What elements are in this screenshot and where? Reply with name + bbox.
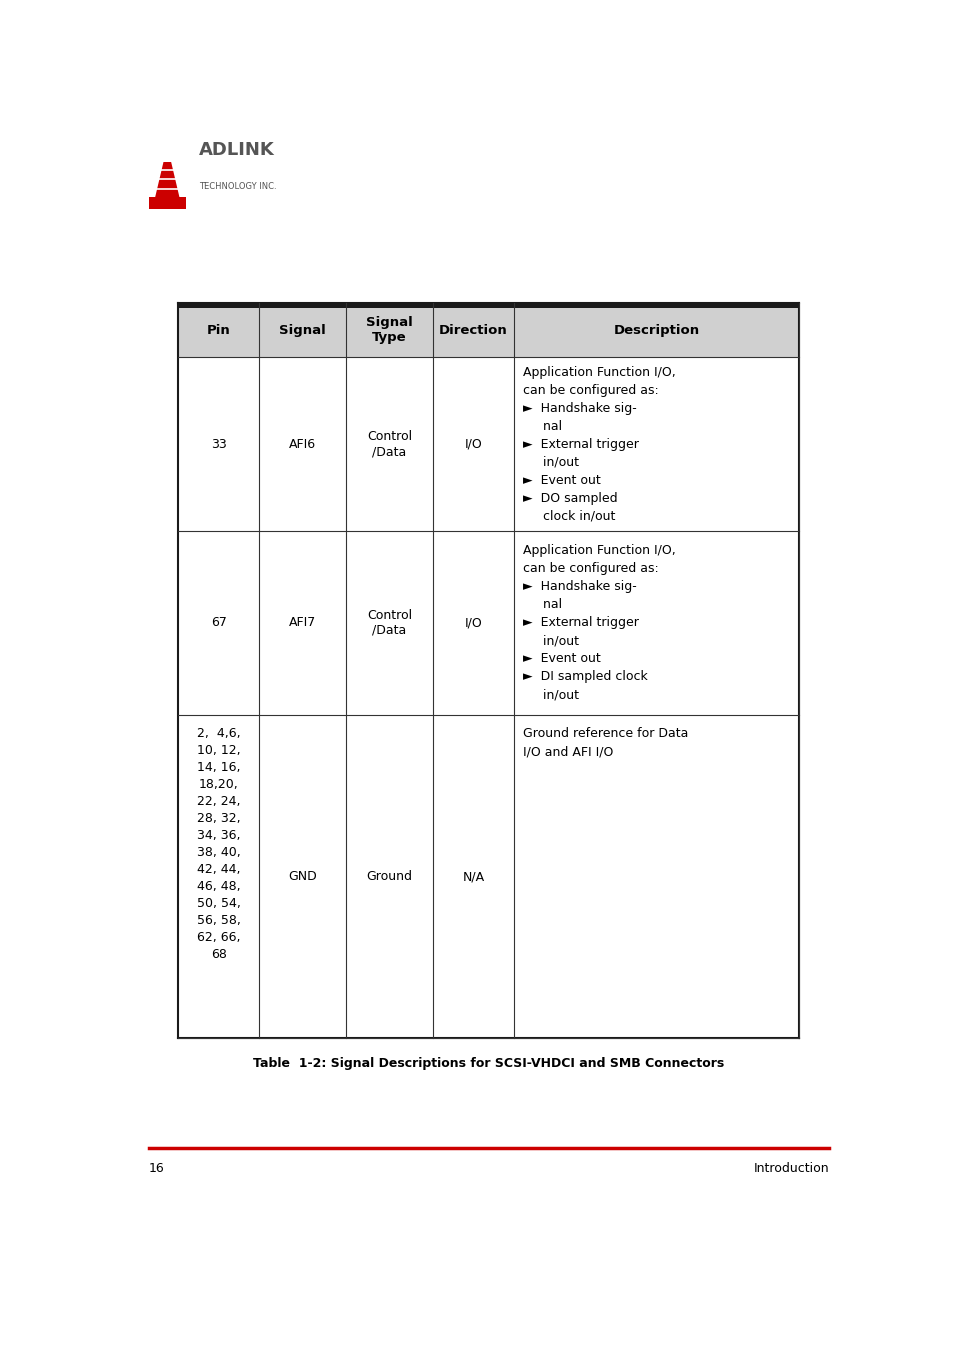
Text: 2,  4,6,
10, 12,
14, 16,
18,20,
22, 24,
28, 32,
34, 36,
38, 40,
42, 44,
46, 48,
: 2, 4,6, 10, 12, 14, 16, 18,20, 22, 24, 2… xyxy=(196,727,240,961)
Text: 16: 16 xyxy=(149,1162,165,1175)
Text: Pin: Pin xyxy=(207,324,231,337)
Text: Description: Description xyxy=(613,324,699,337)
Text: Signal
Type: Signal Type xyxy=(366,317,413,344)
Text: Introduction: Introduction xyxy=(753,1162,828,1175)
Text: Application Function I/O,
can be configured as:
►  Handshake sig-
     nal
►  Ex: Application Function I/O, can be configu… xyxy=(523,366,676,523)
Text: AFI6: AFI6 xyxy=(289,437,315,451)
Text: 33: 33 xyxy=(211,437,227,451)
Text: I/O: I/O xyxy=(464,437,482,451)
Text: Control
/Data: Control /Data xyxy=(367,609,412,636)
Text: GND: GND xyxy=(288,871,316,883)
Bar xyxy=(178,303,799,357)
Polygon shape xyxy=(164,123,171,161)
Bar xyxy=(178,715,799,1039)
Text: Table  1-2: Signal Descriptions for SCSI-VHDCI and SMB Connectors: Table 1-2: Signal Descriptions for SCSI-… xyxy=(253,1057,723,1070)
Bar xyxy=(178,303,799,309)
Polygon shape xyxy=(149,196,186,210)
Text: Signal: Signal xyxy=(279,324,326,337)
Text: Application Function I/O,
can be configured as:
►  Handshake sig-
     nal
►  Ex: Application Function I/O, can be configu… xyxy=(523,544,676,701)
Text: Control
/Data: Control /Data xyxy=(367,431,412,458)
Text: Direction: Direction xyxy=(438,324,507,337)
Polygon shape xyxy=(154,161,180,199)
Text: N/A: N/A xyxy=(462,871,484,883)
Text: 67: 67 xyxy=(211,616,227,630)
Bar xyxy=(178,357,799,531)
Text: AFI7: AFI7 xyxy=(289,616,315,630)
Bar xyxy=(178,531,799,715)
Text: Ground reference for Data
I/O and AFI I/O: Ground reference for Data I/O and AFI I/… xyxy=(523,727,688,758)
Text: Ground: Ground xyxy=(366,871,412,883)
Text: TECHNOLOGY INC.: TECHNOLOGY INC. xyxy=(199,181,276,191)
Text: I/O: I/O xyxy=(464,616,482,630)
Text: ADLINK: ADLINK xyxy=(199,141,274,158)
